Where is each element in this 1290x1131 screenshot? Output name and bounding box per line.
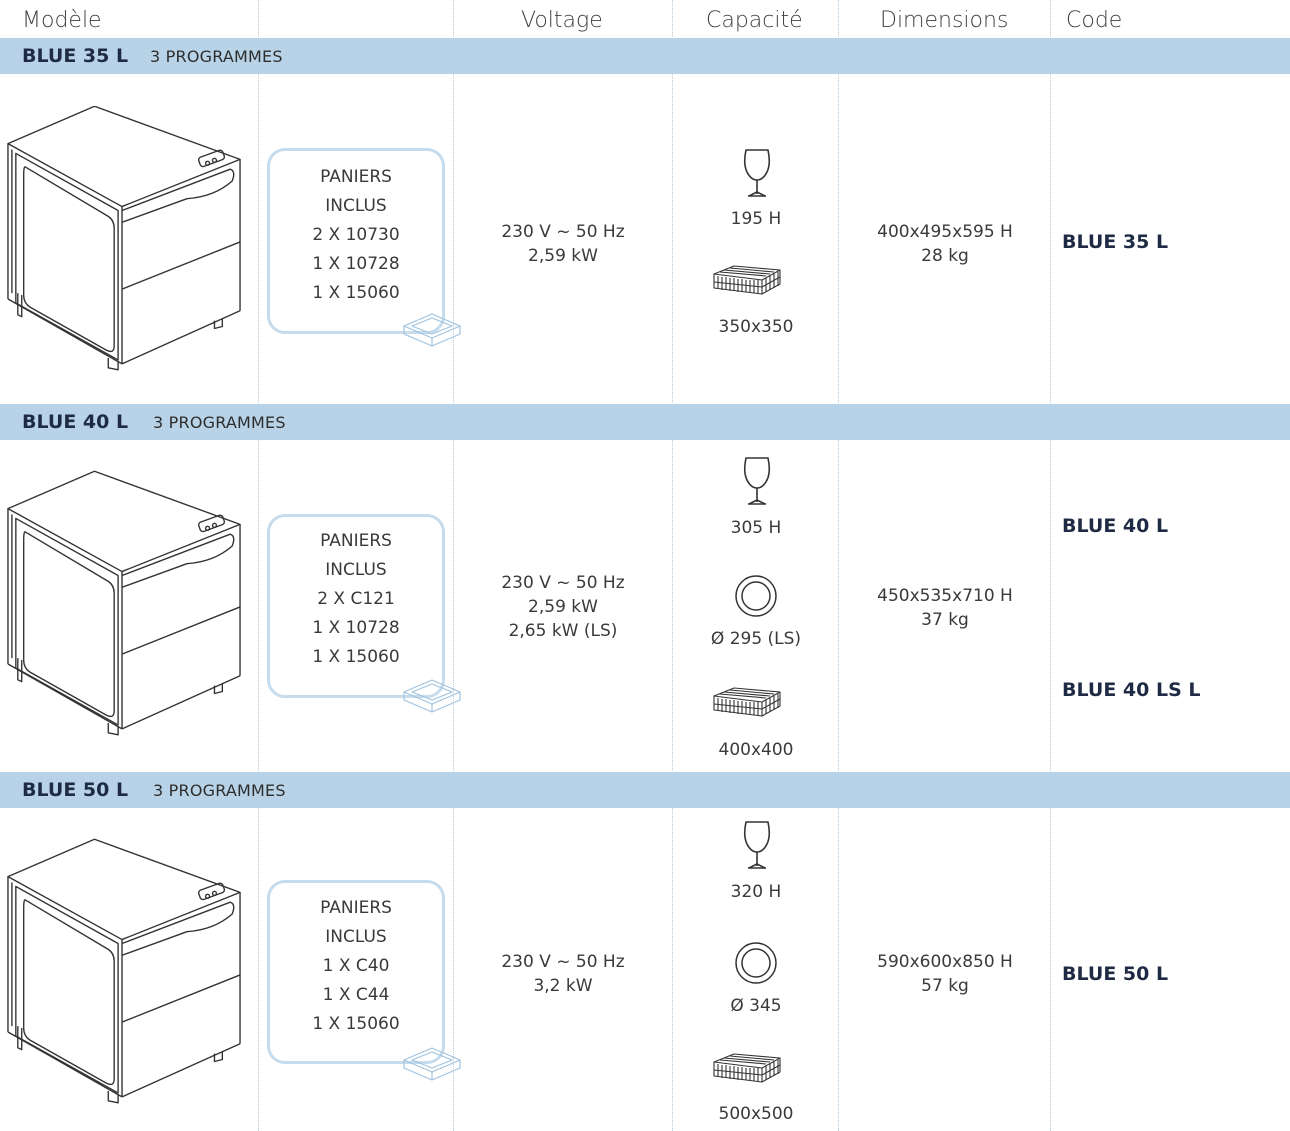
column-divider <box>1050 0 1051 1131</box>
wine-glass-icon <box>740 456 774 508</box>
column-divider <box>453 0 454 1131</box>
voltage-info: 230 V ~ 50 Hz 2,59 kW 2,65 kW (LS) <box>463 571 663 643</box>
column-divider <box>838 0 839 1131</box>
weight-value: 37 kg <box>921 610 969 630</box>
wine-glass-icon <box>740 820 774 872</box>
baskets-line: 2 X C121 <box>317 589 395 609</box>
model-band-blue-40: BLUE 40 L 3 PROGRAMMES <box>0 404 1290 440</box>
baskets-line: 1 X C40 <box>322 956 390 976</box>
voltage-line: 230 V ~ 50 Hz <box>501 952 625 972</box>
basket-tray-icon <box>402 1044 462 1084</box>
product-code: BLUE 40 LS L <box>1062 679 1201 701</box>
baskets-line: PANIERS <box>320 167 392 187</box>
rack-size: 500x500 <box>718 1104 794 1124</box>
rack-icon <box>710 684 784 724</box>
dishwasher-icon <box>6 106 242 372</box>
baskets-list: PANIERS INCLUS 2 X C121 1 X 10728 1 X 15… <box>270 527 442 672</box>
baskets-line: 1 X 15060 <box>312 647 400 667</box>
column-header-model: Modèle <box>22 8 102 33</box>
programs-label: 3 PROGRAMMES <box>153 781 286 800</box>
baskets-box <box>267 514 445 698</box>
power-line-ls: 2,65 kW (LS) <box>508 621 618 641</box>
voltage-line: 230 V ~ 50 Hz <box>501 573 625 593</box>
basket-tray-icon <box>402 676 462 716</box>
baskets-line: 1 X 10728 <box>312 254 400 274</box>
dimensions-info: 450x535x710 H 37 kg <box>850 584 1040 632</box>
glass-height: 320 H <box>730 882 782 902</box>
baskets-line: 1 X 10728 <box>312 618 400 638</box>
plate-icon <box>734 574 778 618</box>
dishwasher-icon <box>6 468 242 740</box>
plate-diameter: Ø 295 (LS) <box>710 629 802 649</box>
product-code: BLUE 35 L <box>1062 231 1169 253</box>
baskets-line: INCLUS <box>325 196 387 216</box>
dimensions-info: 400x495x595 H 28 kg <box>850 220 1040 268</box>
baskets-box <box>267 148 445 334</box>
product-code: BLUE 40 L <box>1062 515 1169 537</box>
plate-icon <box>734 941 778 985</box>
baskets-box <box>267 880 445 1064</box>
rack-size: 350x350 <box>718 317 794 337</box>
dimensions-value: 450x535x710 H <box>877 586 1013 606</box>
plate-diameter: Ø 345 <box>730 996 782 1016</box>
model-name: BLUE 35 L <box>22 45 129 67</box>
column-header-voltage: Voltage <box>521 8 603 33</box>
wine-glass-icon <box>740 148 774 200</box>
model-name: BLUE 50 L <box>22 779 129 801</box>
glass-height: 195 H <box>730 209 782 229</box>
column-header-dimensions: Dimensions <box>880 8 1009 33</box>
column-header-capacity: Capacité <box>706 8 803 33</box>
baskets-line: 1 X 15060 <box>312 283 400 303</box>
model-band-blue-50: BLUE 50 L 3 PROGRAMMES <box>0 772 1290 808</box>
programs-label: 3 PROGRAMMES <box>150 47 283 66</box>
rack-icon <box>710 262 784 302</box>
baskets-line: INCLUS <box>325 560 387 580</box>
voltage-info: 230 V ~ 50 Hz 2,59 kW <box>463 220 663 268</box>
basket-tray-icon <box>402 310 462 350</box>
product-code: BLUE 50 L <box>1062 963 1169 985</box>
column-divider <box>672 0 673 1131</box>
baskets-list: PANIERS INCLUS 1 X C40 1 X C44 1 X 15060 <box>270 894 442 1039</box>
power-line: 2,59 kW <box>528 597 598 617</box>
dishwasher-icon <box>6 836 242 1108</box>
baskets-line: INCLUS <box>325 927 387 947</box>
dimensions-value: 400x495x595 H <box>877 222 1013 242</box>
weight-value: 57 kg <box>921 976 969 996</box>
dimensions-value: 590x600x850 H <box>877 952 1013 972</box>
rack-size: 400x400 <box>718 740 794 760</box>
power-line: 2,59 kW <box>528 246 598 266</box>
rack-icon <box>710 1050 784 1090</box>
baskets-line: PANIERS <box>320 898 392 918</box>
baskets-list: PANIERS INCLUS 2 X 10730 1 X 10728 1 X 1… <box>270 163 442 308</box>
glass-height: 305 H <box>730 518 782 538</box>
dimensions-info: 590x600x850 H 57 kg <box>850 950 1040 998</box>
weight-value: 28 kg <box>921 246 969 266</box>
model-band-blue-35: BLUE 35 L 3 PROGRAMMES <box>0 38 1290 74</box>
baskets-line: 1 X 15060 <box>312 1014 400 1034</box>
voltage-line: 230 V ~ 50 Hz <box>501 222 625 242</box>
column-header-code: Code <box>1066 8 1123 33</box>
voltage-info: 230 V ~ 50 Hz 3,2 kW <box>463 950 663 998</box>
baskets-line: 1 X C44 <box>322 985 390 1005</box>
column-divider <box>258 0 259 1131</box>
programs-label: 3 PROGRAMMES <box>153 413 286 432</box>
baskets-line: 2 X 10730 <box>312 225 400 245</box>
model-name: BLUE 40 L <box>22 411 129 433</box>
baskets-line: PANIERS <box>320 531 392 551</box>
power-line: 3,2 kW <box>533 976 593 996</box>
